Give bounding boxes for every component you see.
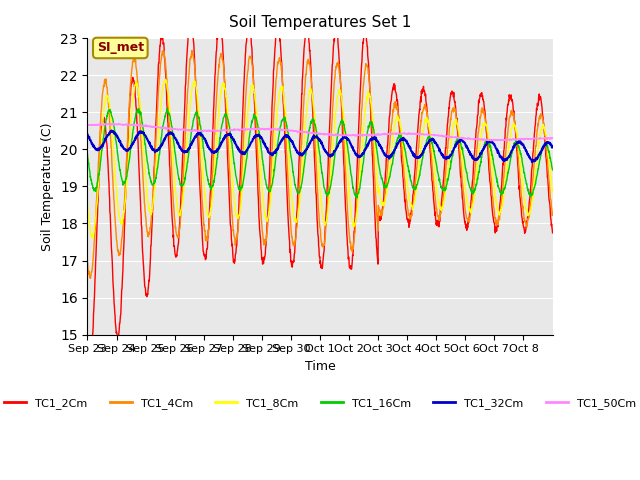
TC1_32Cm [308,137,316,143]
TC1_2Cm [543,167,551,173]
Line: TC1_4Cm: TC1_4Cm [88,50,552,278]
TC1_32Cm [84,132,92,137]
TC1_16Cm [548,167,556,173]
TC1_50Cm [487,138,495,144]
TC1_50Cm [543,135,551,141]
TC1_8Cm [161,76,169,82]
TC1_50Cm [429,132,437,137]
TC1_8Cm [429,156,437,162]
TC1_4Cm [543,156,551,161]
TC1_32Cm [548,144,556,150]
TC1_32Cm [299,152,307,157]
TC1_8Cm [548,190,556,195]
TC1_2Cm [308,87,316,93]
TC1_4Cm [308,80,316,85]
TC1_16Cm [308,120,316,126]
TC1_4Cm [157,61,164,67]
TC1_32Cm [429,138,437,144]
TC1_2Cm [429,195,437,201]
TC1_32Cm [528,159,536,165]
TC1_8Cm [543,142,551,147]
TC1_4Cm [188,48,196,53]
TC1_16Cm [498,191,506,197]
TC1_16Cm [84,151,92,157]
TC1_8Cm [308,90,316,96]
TC1_8Cm [498,204,506,210]
TC1_32Cm [497,154,505,160]
TC1_50Cm [157,124,164,130]
TC1_2Cm [216,16,223,22]
TC1_4Cm [498,197,506,203]
TC1_16Cm [429,146,437,152]
TC1_2Cm [498,182,506,188]
TC1_4Cm [86,276,94,281]
TC1_4Cm [429,178,437,184]
TC1_50Cm [498,137,506,143]
Y-axis label: Soil Temperature (C): Soil Temperature (C) [42,122,54,251]
Line: TC1_32Cm: TC1_32Cm [88,131,552,162]
TC1_50Cm [308,130,316,136]
TC1_8Cm [88,235,96,241]
TC1_8Cm [84,201,92,206]
X-axis label: Time: Time [305,360,335,373]
TC1_2Cm [548,230,556,236]
TC1_50Cm [299,129,307,134]
TC1_50Cm [84,122,92,128]
Line: TC1_16Cm: TC1_16Cm [88,108,552,198]
TC1_16Cm [135,106,143,111]
TC1_4Cm [84,258,92,264]
TC1_16Cm [353,195,361,201]
TC1_2Cm [299,68,307,74]
Text: SI_met: SI_met [97,41,144,54]
TC1_50Cm [548,135,556,141]
Line: TC1_2Cm: TC1_2Cm [88,19,552,378]
TC1_2Cm [157,39,164,45]
TC1_32Cm [157,143,164,149]
TC1_8Cm [157,108,164,114]
TC1_32Cm [108,128,115,133]
TC1_16Cm [299,175,307,181]
TC1_50Cm [109,120,117,126]
TC1_4Cm [299,118,307,123]
TC1_8Cm [299,158,307,164]
Legend: TC1_2Cm, TC1_4Cm, TC1_8Cm, TC1_16Cm, TC1_32Cm, TC1_50Cm: TC1_2Cm, TC1_4Cm, TC1_8Cm, TC1_16Cm, TC1… [0,394,640,413]
TC1_16Cm [157,142,164,148]
Line: TC1_8Cm: TC1_8Cm [88,79,552,238]
Title: Soil Temperatures Set 1: Soil Temperatures Set 1 [229,15,411,30]
TC1_32Cm [543,140,551,145]
TC1_16Cm [543,144,551,150]
TC1_2Cm [85,375,93,381]
Line: TC1_50Cm: TC1_50Cm [88,123,552,141]
TC1_4Cm [548,210,556,216]
TC1_2Cm [84,370,92,375]
